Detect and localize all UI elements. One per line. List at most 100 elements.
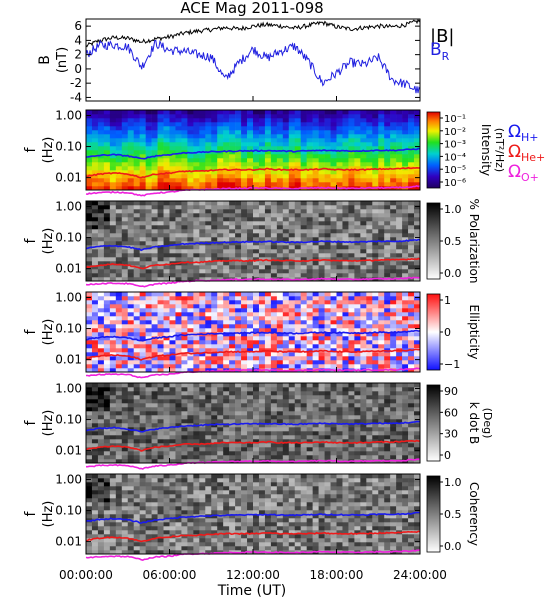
heatmap-cell: [241, 162, 248, 167]
heatmap-cell: [86, 395, 93, 400]
heatmap-cell: [97, 368, 105, 373]
heatmap-cell: [324, 158, 331, 163]
heatmap-cell: [139, 146, 146, 151]
heatmap-cell: [223, 229, 230, 234]
heatmap-cell: [294, 146, 302, 151]
heatmap-cell: [121, 451, 129, 456]
heatmap-cell: [181, 490, 188, 495]
heatmap-cell: [318, 328, 325, 333]
heatmap-cell: [336, 296, 343, 301]
heatmap-cell: [163, 134, 170, 139]
heatmap-cell: [103, 415, 111, 420]
heatmap-cell: [330, 241, 337, 246]
heatmap-cell: [336, 423, 343, 428]
heatmap-cell: [139, 170, 146, 175]
heatmap-cell: [211, 356, 218, 361]
heatmap-cell: [163, 114, 170, 119]
heatmap-cell: [163, 490, 170, 495]
heatmap-cell: [390, 451, 397, 456]
heatmap-cell: [121, 150, 129, 155]
heatmap-cell: [187, 455, 194, 460]
heatmap-cell: [354, 134, 361, 139]
heatmap-cell: [187, 526, 194, 531]
heatmap-cell: [97, 383, 105, 388]
heatmap-cell: [139, 237, 146, 242]
heatmap-cell: [408, 403, 415, 408]
heatmap-cell: [312, 265, 319, 270]
heatmap-cell: [342, 455, 349, 460]
heatmap-cell: [348, 364, 355, 369]
heatmap-cell: [247, 443, 254, 448]
heatmap-cell: [258, 265, 266, 270]
heatmap-cell: [372, 146, 379, 151]
heatmap-cell: [121, 387, 129, 392]
heatmap-cell: [402, 217, 409, 222]
heatmap-cell: [306, 324, 313, 329]
heatmap-cell: [396, 395, 403, 400]
heatmap-cell: [157, 178, 164, 183]
heatmap-cell: [306, 439, 313, 444]
heatmap-cell: [127, 142, 135, 147]
heatmap-cell: [288, 348, 296, 353]
heatmap-cell: [378, 249, 385, 254]
heatmap-cell: [408, 245, 415, 250]
heatmap-cell: [306, 292, 313, 297]
heatmap-cell: [288, 142, 296, 147]
heatmap-cell: [145, 213, 152, 218]
heatmap-cell: [306, 122, 313, 127]
heatmap-cell: [288, 134, 296, 139]
heatmap-cell: [97, 312, 105, 317]
heatmap-cell: [163, 241, 170, 246]
heatmap-cell: [127, 229, 135, 234]
heatmap-cell: [270, 435, 278, 440]
heatmap-cell: [366, 142, 373, 147]
heatmap-cell: [163, 265, 170, 270]
heatmap-cell: [217, 312, 224, 317]
heatmap-cell: [354, 142, 361, 147]
heatmap-cell: [330, 269, 337, 274]
heatmap-cell: [384, 126, 391, 131]
heatmap-cell: [115, 178, 123, 183]
heatmap-cell: [312, 431, 319, 436]
heatmap-cell: [241, 352, 248, 357]
heatmap-cell: [247, 312, 254, 317]
heatmap-cell: [217, 178, 224, 183]
heatmap-cell: [109, 229, 117, 234]
heatmap-cell: [121, 332, 129, 337]
heatmap-cell: [270, 166, 278, 171]
ellipticity-ylabel: f: [23, 328, 39, 334]
heatmap-cell: [258, 229, 266, 234]
heatmap-cell: [360, 265, 367, 270]
heatmap-cell: [288, 304, 296, 309]
heatmap-cell: [396, 312, 403, 317]
heatmap-cell: [372, 395, 379, 400]
heatmap-cell: [139, 134, 146, 139]
heatmap-cell: [342, 296, 349, 301]
heatmap-cell: [247, 411, 254, 416]
heatmap-cell: [145, 336, 152, 341]
y-tick-label: -2: [70, 76, 82, 90]
heatmap-cell: [360, 229, 367, 234]
heatmap-cell: [187, 478, 194, 483]
heatmap-cell: [127, 522, 135, 527]
heatmap-cell: [294, 407, 302, 412]
heatmap-cell: [270, 138, 278, 143]
heatmap-cell: [91, 494, 99, 499]
heatmap-cell: [97, 486, 105, 491]
heatmap-cell: [324, 182, 331, 187]
heatmap-cell: [181, 245, 188, 250]
heatmap-cell: [86, 435, 93, 440]
heatmap-cell: [378, 435, 385, 440]
heatmap-cell: [396, 340, 403, 345]
heatmap-cell: [241, 150, 248, 155]
heatmap-cell: [103, 332, 111, 337]
heatmap-cell: [181, 486, 188, 491]
heatmap-cell: [121, 213, 129, 218]
heatmap-cell: [157, 170, 164, 175]
heatmap-cell: [366, 296, 373, 301]
heatmap-cell: [235, 360, 242, 365]
heatmap-cell: [109, 150, 117, 155]
heatmap-cell: [318, 419, 325, 424]
heatmap-cell: [163, 158, 170, 163]
heatmap-cell: [390, 324, 397, 329]
